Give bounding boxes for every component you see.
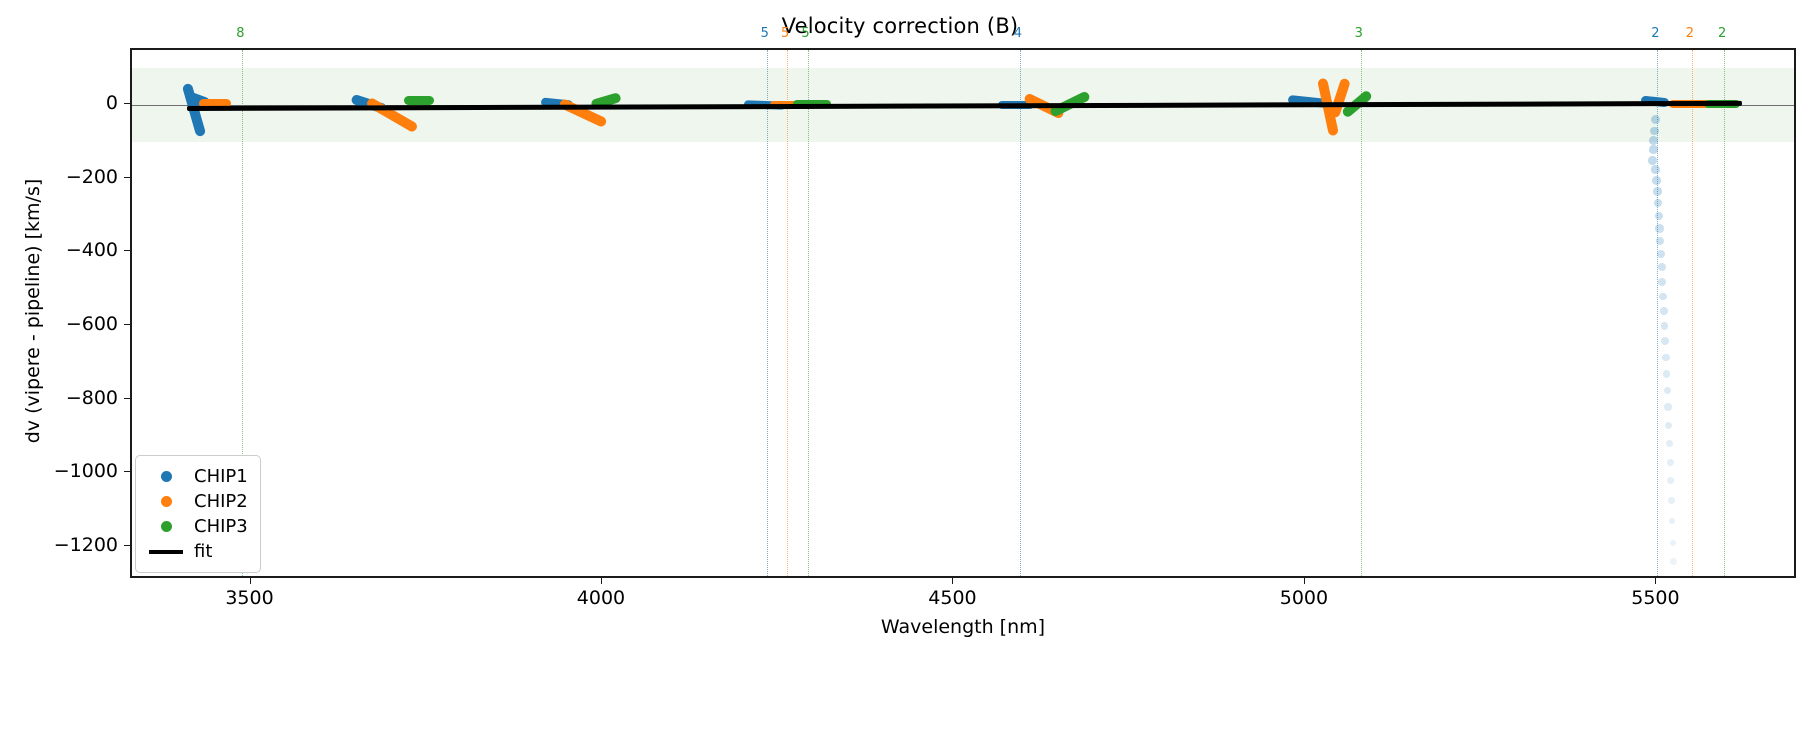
x-axis-tick-label: 3500 [225,587,274,609]
faint-data-point [1651,165,1660,174]
x-axis-tick [1655,578,1657,584]
faint-data-point [1653,198,1663,207]
faint-data-point [1666,458,1674,466]
faint-data-point [1650,115,1660,125]
order-count-label: 2 [1651,26,1660,41]
legend-marker-icon [146,521,186,532]
y-axis-tick [124,250,130,252]
faint-data-point [1654,211,1663,220]
legend-item[interactable]: fit [146,539,248,564]
y-axis-tick [124,471,130,473]
order-boundary-line [1691,50,1693,576]
faint-data-point [1648,145,1658,154]
legend-item[interactable]: CHIP3 [146,514,248,539]
legend-item-label: CHIP3 [194,516,248,537]
faint-data-point [1668,497,1675,505]
faint-data-point [1650,126,1660,136]
y-axis-tick-label: −1200 [53,533,118,556]
order-count-label: 2 [1685,26,1694,41]
faint-data-point [1662,370,1671,378]
page-title: Velocity correction (B) [781,14,1019,38]
legend-swatch [149,549,183,554]
legend-marker-icon [146,496,186,507]
y-axis-tick [124,397,130,399]
faint-data-point [1661,337,1669,345]
faint-data-point [1665,440,1673,448]
faint-data-point [1663,386,1671,395]
x-axis-tick-label: 4500 [928,587,977,609]
faint-data-point [1659,307,1668,316]
faint-data-point [1669,539,1677,547]
plot-axes [130,48,1796,578]
x-axis-tick-label: 4000 [576,587,626,609]
legend-item-label: CHIP1 [194,466,248,487]
faint-data-point [1668,517,1676,525]
legend-item[interactable]: CHIP1 [146,464,248,489]
y-axis-tick-label: −400 [65,239,118,262]
faint-data-point [1670,558,1677,565]
x-axis-tick [952,578,954,584]
faint-data-point [1653,187,1662,196]
order-count-label: 5 [801,26,810,41]
faint-data-point [1656,237,1665,246]
order-count-label: 8 [236,26,245,41]
faint-data-point [1660,322,1669,330]
legend-swatch [160,496,172,507]
order-boundary-line [1657,50,1659,576]
order-count-label: 4 [1013,26,1022,41]
y-axis-tick-label: 0 [105,92,118,115]
y-axis-tick [124,544,130,546]
y-axis-tick-label: −800 [65,386,118,409]
y-axis-tick [124,324,130,326]
data-point-group [198,98,231,108]
y-axis-tick [124,176,130,178]
order-count-label: 5 [781,26,790,41]
order-boundary-line [787,50,789,576]
faint-data-point [1665,421,1673,429]
legend-item[interactable]: CHIP2 [146,489,248,514]
faint-data-point [1664,403,1672,411]
x-axis-tick-label: 5000 [1279,587,1329,609]
faint-data-point [1658,277,1667,286]
x-axis-label: Wavelength [nm] [880,616,1046,638]
legend-swatch [160,521,172,532]
legend-item-label: CHIP2 [194,491,248,512]
order-boundary-line [807,50,809,576]
x-axis-tick [1303,578,1305,584]
x-axis-tick-label: 5500 [1631,587,1680,609]
data-point-group [403,95,434,105]
faint-data-point [1659,292,1667,301]
legend-swatch [160,471,172,482]
y-axis-tick-label: −600 [65,313,118,336]
order-count-label: 3 [1354,26,1363,41]
order-boundary-line [766,50,768,576]
x-axis-tick [600,578,602,584]
order-boundary-line [242,50,244,576]
faint-data-point [1656,250,1665,259]
faint-data-point [1662,353,1670,362]
faint-data-point [1648,156,1657,165]
faint-data-point [1652,176,1661,185]
faint-data-point [1667,477,1675,485]
order-boundary-line [1019,50,1021,576]
y-axis-tick [124,103,130,105]
faint-data-point [1657,263,1666,272]
y-axis-label: dv (vipere - pipeline) [km/s] [22,178,44,444]
y-axis-tick-label: −200 [65,165,118,188]
legend-item-label: fit [194,541,213,562]
order-boundary-line [1724,50,1726,576]
order-count-label: 2 [1718,26,1727,41]
y-axis-tick-label: −1000 [53,460,118,483]
faint-data-point [1655,224,1664,233]
legend-marker-icon [146,471,186,482]
legend: CHIP1 CHIP2 CHIP3 fit [135,455,261,573]
order-count-label: 5 [760,26,769,41]
order-boundary-line [1360,50,1362,576]
faint-data-point [1649,135,1659,145]
legend-line-icon [146,549,186,554]
x-axis-tick [249,578,251,584]
